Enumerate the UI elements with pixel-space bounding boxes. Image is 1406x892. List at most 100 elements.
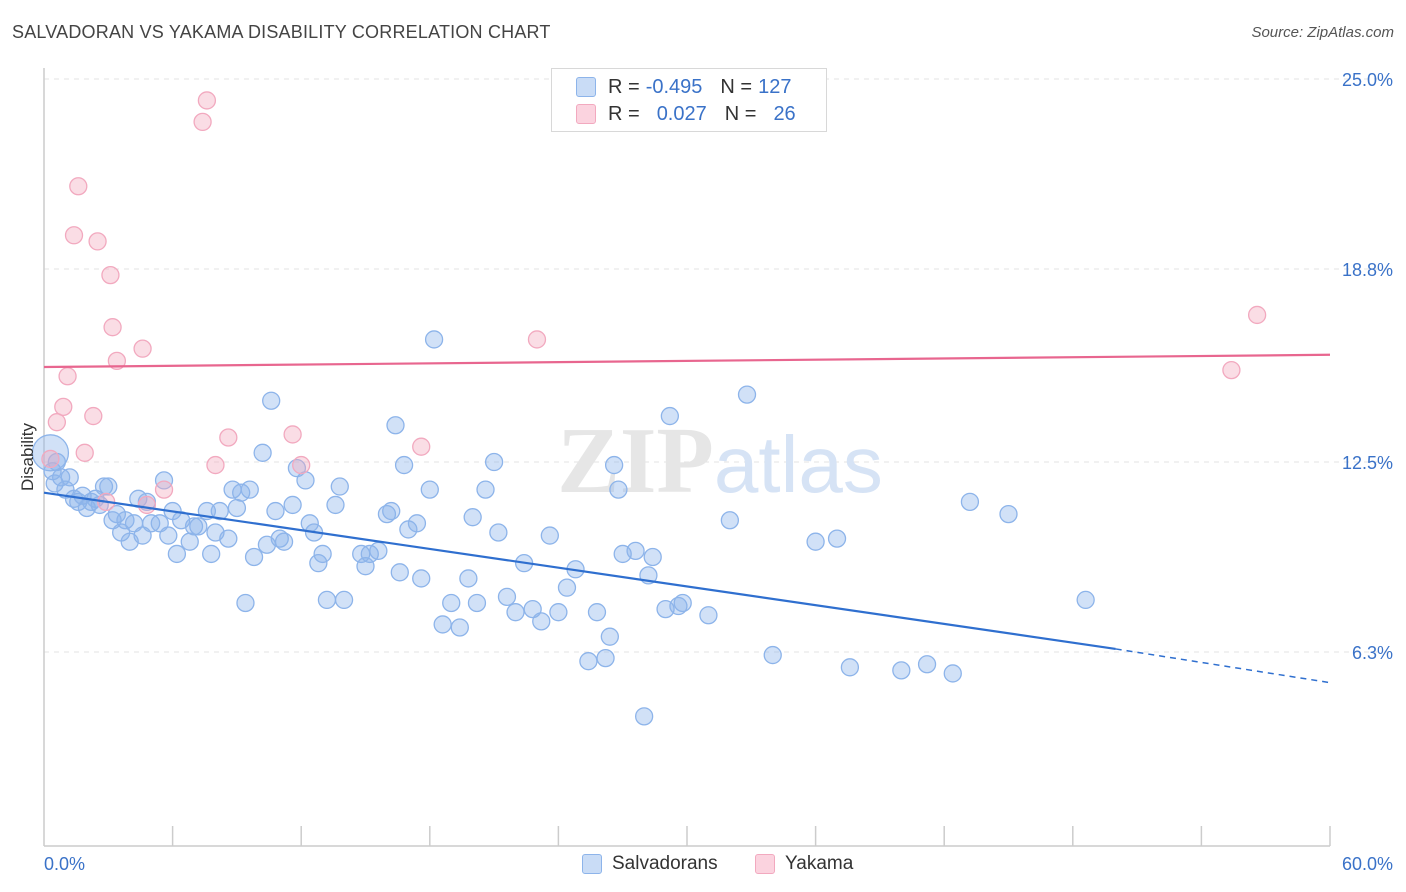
grid-lines bbox=[44, 78, 1394, 653]
trend-lines bbox=[43, 353, 1331, 684]
yakama-point bbox=[219, 428, 238, 447]
x-ticks bbox=[171, 826, 1331, 846]
salvadorans-point bbox=[459, 569, 478, 588]
salvadorans-point bbox=[317, 590, 337, 610]
x-tick-label-max: 60.0% bbox=[1342, 854, 1393, 874]
salvadorans-point bbox=[274, 532, 294, 551]
salvadorans-point bbox=[643, 547, 662, 567]
yakama-point bbox=[193, 112, 212, 132]
salvadorans-point bbox=[219, 529, 238, 548]
salvadorans-point bbox=[892, 661, 911, 680]
salvadorans-point bbox=[407, 514, 427, 533]
legend-r-value: 0.027 bbox=[656, 102, 707, 125]
salvadorans-point bbox=[180, 532, 199, 551]
yakama-point bbox=[103, 318, 122, 337]
salvadorans-point bbox=[960, 492, 980, 512]
salvadorans-point bbox=[99, 477, 118, 496]
salvadorans-trend-line-extension bbox=[1115, 648, 1331, 684]
legend-n-label: N = bbox=[720, 75, 753, 98]
salvadorans-point bbox=[540, 526, 559, 545]
legend-row-yakama: R = 0.027 N = 26 bbox=[576, 102, 796, 126]
salvadorans-point bbox=[604, 455, 624, 475]
yakama-point bbox=[41, 449, 60, 469]
y-tick-label: 6.3% bbox=[1352, 643, 1393, 663]
salvadorans-point bbox=[60, 468, 79, 487]
salvadorans-point bbox=[600, 627, 619, 646]
salvadorans-point bbox=[917, 655, 937, 674]
yakama-trend-line bbox=[43, 353, 1331, 369]
salvadorans-point bbox=[227, 498, 247, 518]
salvadorans-point bbox=[309, 553, 328, 573]
salvadorans-point bbox=[699, 606, 718, 625]
salvadorans-point bbox=[210, 501, 229, 521]
salvadorans-point bbox=[609, 480, 628, 499]
legend-n-value: 26 bbox=[773, 102, 796, 125]
salvadorans-point bbox=[489, 523, 508, 542]
yakama-point bbox=[84, 406, 103, 426]
y-tick-label: 18.8% bbox=[1342, 260, 1393, 280]
data-points bbox=[31, 91, 1267, 726]
salvadorans-point bbox=[266, 501, 285, 521]
yakama-point bbox=[88, 232, 107, 251]
y-tick-label: 12.5% bbox=[1342, 453, 1393, 473]
salvadorans-point bbox=[450, 618, 469, 637]
yakama-point bbox=[75, 443, 94, 462]
salvadorans-point bbox=[236, 593, 255, 613]
salvadorans-trend-line bbox=[43, 491, 1116, 651]
salvadorans-point bbox=[330, 477, 349, 496]
salvadorans-point bbox=[296, 471, 315, 490]
salvadorans-point bbox=[587, 603, 607, 622]
yakama-point bbox=[197, 91, 217, 110]
series-legend-salvadorans[interactable]: Salvadorans bbox=[582, 852, 718, 876]
salvadorans-point bbox=[386, 416, 405, 435]
stats-legend: R = -0.495 N = 127 R = 0.027 N = 26 bbox=[551, 68, 827, 132]
yakama-point bbox=[69, 177, 88, 196]
legend-r-label: R = bbox=[608, 102, 640, 125]
yakama-point bbox=[101, 265, 120, 285]
salvadorans-point bbox=[202, 544, 221, 564]
salvadorans-point bbox=[94, 477, 114, 496]
legend-label-salvadorans: Salvadorans bbox=[612, 853, 718, 874]
salvadorans-point bbox=[763, 645, 782, 665]
watermark: ZIPatlas bbox=[557, 409, 883, 513]
yakama-point bbox=[64, 226, 84, 245]
salvadorans-point bbox=[720, 511, 740, 530]
yakama-point bbox=[47, 413, 67, 432]
yakama-point bbox=[137, 495, 157, 515]
salvadorans-point bbox=[549, 603, 568, 622]
salvadorans-point bbox=[476, 480, 495, 499]
legend-swatch-yakama bbox=[755, 854, 775, 874]
salvadorans-point bbox=[1076, 590, 1095, 610]
salvadorans-point bbox=[326, 495, 345, 515]
yakama-point bbox=[1247, 305, 1267, 325]
legend-row-salvadorans: R = -0.495 N = 127 bbox=[576, 75, 791, 99]
legend-n-value: 127 bbox=[758, 75, 792, 98]
salvadorans-point bbox=[660, 406, 680, 426]
salvadorans-point bbox=[484, 452, 504, 472]
salvadorans-point bbox=[596, 648, 615, 668]
salvadorans-point bbox=[240, 480, 259, 499]
salvadorans-point bbox=[369, 541, 388, 561]
source-label: Source: ZipAtlas.com bbox=[1251, 24, 1394, 41]
legend-swatch-salvadorans bbox=[576, 77, 596, 97]
salvadorans-point bbox=[497, 587, 517, 606]
salvadorans-point bbox=[31, 434, 70, 472]
legend-r-label: R = bbox=[608, 75, 640, 98]
salvadorans-point bbox=[283, 495, 302, 515]
yakama-point bbox=[107, 351, 127, 371]
salvadorans-point bbox=[737, 385, 757, 404]
yakama-point bbox=[206, 455, 225, 475]
salvadorans-point bbox=[184, 517, 204, 536]
legend-label-yakama: Yakama bbox=[785, 853, 854, 874]
legend-swatch-yakama bbox=[576, 104, 596, 124]
salvadorans-point bbox=[463, 508, 482, 527]
salvadorans-point bbox=[189, 517, 208, 536]
salvadorans-point bbox=[806, 532, 825, 551]
salvadorans-point bbox=[506, 603, 525, 622]
salvadorans-point bbox=[420, 480, 439, 499]
salvadorans-point bbox=[334, 590, 354, 610]
salvadorans-point bbox=[626, 541, 645, 561]
salvadorans-point bbox=[433, 615, 452, 634]
series-legend-yakama[interactable]: Yakama bbox=[755, 852, 853, 876]
